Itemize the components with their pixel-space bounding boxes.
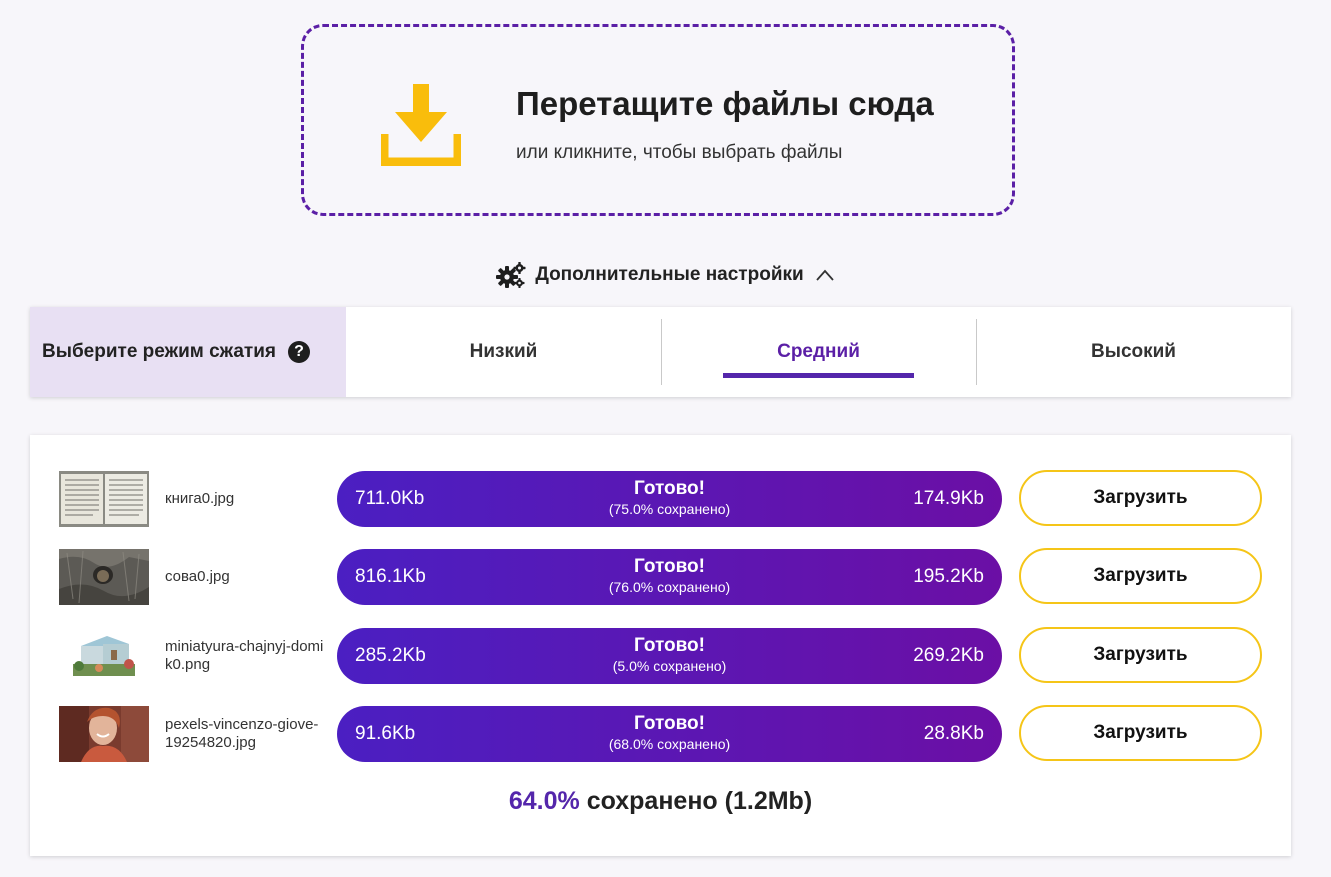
results-panel: книга0.jpg 711.0Kb Готово! (75.0% сохран… [30, 435, 1291, 856]
file-thumbnail-book [59, 471, 149, 527]
file-row: книга0.jpg 711.0Kb Готово! (75.0% сохран… [30, 470, 1291, 528]
status-text: Готово! [634, 713, 705, 734]
advanced-settings-label: Дополнительные настройки [535, 264, 804, 285]
file-name: pexels-vincenzo-giove-19254820.jpg [165, 716, 319, 751]
file-row: pexels-vincenzo-giove-19254820.jpg 91.6K… [30, 705, 1291, 763]
compressed-size: 174.9Kb [913, 488, 984, 509]
download-icon [381, 84, 461, 166]
saved-percent: (68.0% сохранено) [608, 736, 731, 752]
original-size: 285.2Kb [355, 645, 426, 666]
status-text: Готово! [634, 635, 705, 656]
file-name: сова0.jpg [165, 568, 230, 585]
total-savings: 64.0% сохранено (1.2Mb) [30, 787, 1291, 816]
compressed-size: 28.8Kb [923, 723, 984, 744]
compressed-size: 195.2Kb [913, 566, 984, 587]
saved-percent: (5.0% сохранено) [612, 658, 727, 674]
gears-icon [496, 262, 526, 288]
compression-result-bar: 91.6Kb Готово! (68.0% сохранено) 28.8Kb [337, 706, 1002, 762]
file-dropzone[interactable]: Перетащите файлы сюда или кликните, чтоб… [301, 24, 1015, 216]
help-icon[interactable]: ? [288, 341, 311, 363]
compression-result-bar: 711.0Kb Готово! (75.0% сохранено) 174.9K… [337, 471, 1002, 527]
saved-percent: (76.0% сохранено) [608, 579, 731, 595]
download-button[interactable]: Загрузить [1019, 627, 1262, 683]
total-percent: 64.0% [508, 787, 580, 815]
file-thumbnail-owl [59, 549, 149, 605]
download-button[interactable]: Загрузить [1019, 470, 1262, 526]
tab-medium[interactable]: Средний [661, 307, 976, 397]
tab-low-label: Низкий [469, 341, 538, 362]
tab-active-indicator [723, 373, 914, 378]
file-name: книга0.jpg [165, 490, 235, 507]
compression-mode-label: Выберите режим сжатия [42, 341, 277, 362]
compression-result-bar: 816.1Kb Готово! (76.0% сохранено) 195.2K… [337, 549, 1002, 605]
tab-high[interactable]: Высокий [976, 307, 1291, 397]
total-text: сохранено (1.2Mb) [586, 787, 813, 815]
file-thumbnail-miniature-house [59, 628, 149, 684]
original-size: 711.0Kb [355, 488, 425, 509]
download-button[interactable]: Загрузить [1019, 548, 1262, 604]
status-text: Готово! [634, 556, 705, 577]
original-size: 816.1Kb [355, 566, 426, 587]
saved-percent: (75.0% сохранено) [608, 501, 731, 517]
dropzone-subtitle: или кликните, чтобы выбрать файлы [516, 142, 843, 163]
compressed-size: 269.2Kb [913, 645, 984, 666]
status-text: Готово! [634, 478, 705, 499]
file-row: miniatyura-chajnyj-domik0.png 285.2Kb Го… [30, 627, 1291, 685]
file-row: сова0.jpg 816.1Kb Готово! (76.0% сохране… [30, 548, 1291, 606]
file-name: miniatyura-chajnyj-domik0.png [165, 638, 324, 673]
compression-mode-panel: Выберите режим сжатия ? Низкий Средний В… [30, 307, 1291, 397]
compression-mode-label-cell: Выберите режим сжатия ? [30, 307, 346, 397]
tab-high-label: Высокий [1091, 341, 1176, 362]
dropzone-title: Перетащите файлы сюда [516, 85, 934, 122]
file-thumbnail-portrait [59, 706, 149, 762]
original-size: 91.6Kb [355, 723, 416, 744]
tab-low[interactable]: Низкий [346, 307, 661, 397]
advanced-settings-toggle[interactable]: Дополнительные настройки [0, 258, 1331, 292]
tab-medium-label: Средний [777, 341, 860, 362]
chevron-up-icon [816, 269, 834, 281]
compression-result-bar: 285.2Kb Готово! (5.0% сохранено) 269.2Kb [337, 628, 1002, 684]
download-button[interactable]: Загрузить [1019, 705, 1262, 761]
